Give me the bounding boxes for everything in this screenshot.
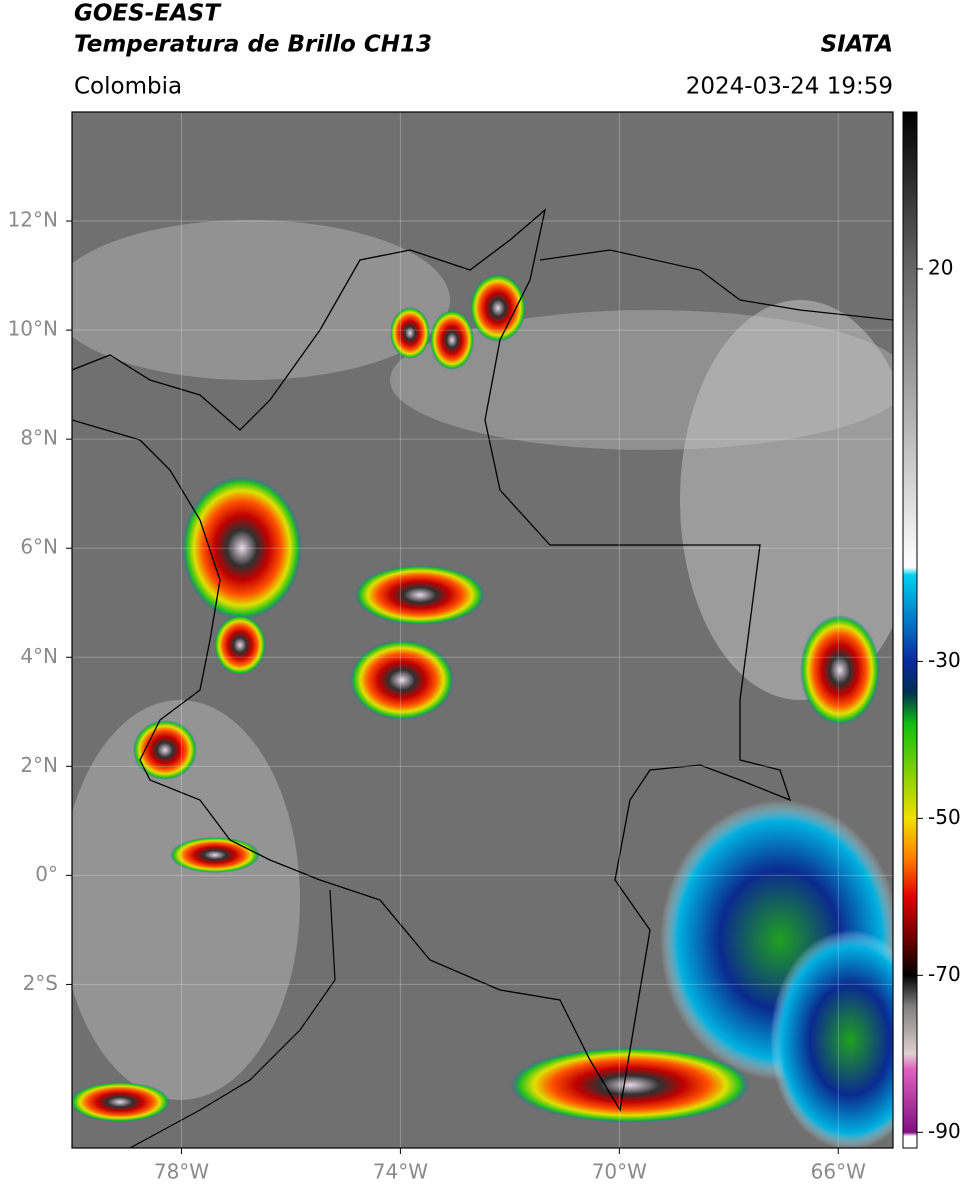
coastline — [539, 249, 893, 321]
storm-cell — [182, 476, 302, 620]
colorbar — [902, 111, 918, 1149]
country-border — [72, 208, 792, 1112]
lon-tick-label: 70°W — [592, 1160, 647, 1184]
map-frame — [71, 111, 894, 1149]
colorbar-tick-label: -30 — [928, 648, 961, 672]
storm-cell — [214, 615, 266, 675]
colorbar-tick-label: -70 — [928, 962, 961, 986]
lat-tick-label: 2°N — [20, 753, 58, 777]
lat-tick-label: 8°N — [20, 426, 58, 450]
colorbar-tick-label: -50 — [928, 805, 961, 829]
source: SIATA — [821, 32, 893, 58]
lat-tick-label: 12°N — [8, 208, 58, 232]
lat-tick-label: 2°S — [23, 971, 58, 995]
storm-cell — [470, 274, 526, 342]
storm-cell — [133, 720, 197, 780]
storm-cell — [72, 1082, 170, 1122]
cloud — [72, 220, 450, 380]
cloud — [680, 300, 893, 700]
storm-cell — [355, 565, 485, 625]
storm-cell — [800, 615, 880, 725]
satellite-image — [72, 112, 893, 1148]
lat-tick-label: 10°N — [8, 317, 58, 341]
region: Colombia — [74, 74, 182, 100]
colorbar-tick-label: -90 — [928, 1119, 961, 1143]
title: GOES-EAST — [74, 1, 222, 27]
storm-cell — [170, 837, 260, 873]
country-border — [129, 889, 336, 1148]
storm-cell — [390, 307, 430, 359]
storm-cell — [350, 640, 454, 720]
lat-tick-label: 6°N — [20, 535, 58, 559]
datetime: 2024-03-24 19:59 — [686, 74, 893, 100]
lon-tick-label: 66°W — [811, 1160, 866, 1184]
lat-tick-label: 0° — [35, 862, 58, 886]
subtitle: Temperatura de Brillo CH13 — [74, 32, 432, 58]
storm-cell — [510, 1047, 750, 1123]
storm-cell — [430, 310, 474, 370]
cloud-cold — [770, 930, 893, 1148]
cloud — [72, 700, 300, 1100]
colorbar-tick-label: 20 — [928, 255, 953, 279]
lon-tick-label: 78°W — [154, 1160, 209, 1184]
graticule — [72, 112, 893, 1148]
lon-tick-label: 74°W — [373, 1160, 428, 1184]
lat-tick-label: 4°N — [20, 644, 58, 668]
